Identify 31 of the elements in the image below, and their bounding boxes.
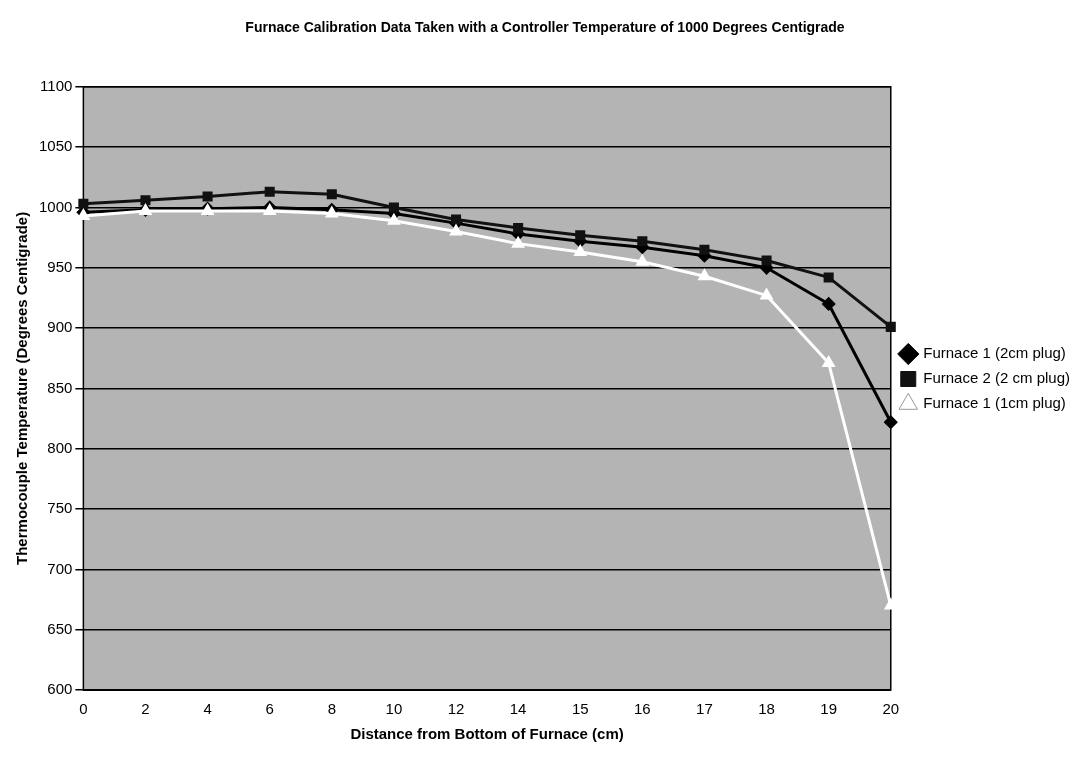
x-axis-title: Distance from Bottom of Furnace (cm) [350,725,624,743]
x-tick-label: 18 [758,700,775,718]
y-tick-label: 750 [47,499,73,517]
chart-title: Furnace Calibration Data Taken with a Controller Temperature of 1000 Degrees Centigrade [245,19,845,36]
legend-label: Furnace 2 (2 cm plug) [923,369,1071,387]
y-tick-label: 850 [47,378,73,396]
y-tick-label: 800 [47,438,73,456]
y-axis-title: Thermocouple Temperature (Degrees Centigrade) [13,211,31,565]
y-tick-label: 700 [47,559,73,577]
x-tick-label: 15 [571,700,589,718]
x-tick-label: 12 [447,700,465,718]
x-tick-label: 6 [265,700,274,718]
y-tick-label: 1100 [40,76,73,94]
y-tick-label: 1000 [38,197,73,215]
x-tick-label: 0 [79,700,88,718]
y-tick-label: 950 [47,257,73,275]
y-tick-label: 1050 [38,137,73,155]
x-tick-label: 20 [882,700,900,718]
x-tick-label: 16 [634,700,651,718]
x-tick-label: 4 [203,700,212,718]
x-tick-label: 17 [696,700,713,718]
legend-label: Furnace 1 (2cm plug) [923,344,1066,362]
x-tick-label: 19 [820,700,838,718]
x-tick-label: 2 [141,700,150,718]
x-tick-label: 10 [385,700,403,718]
y-tick-label: 650 [47,619,73,637]
x-tick-label: 8 [327,700,336,718]
x-tick-label: 14 [509,700,527,718]
legend-label: Furnace 1 (1cm plug) [923,394,1066,412]
y-tick-label: 900 [47,318,73,336]
y-tick-label: 600 [47,680,73,698]
